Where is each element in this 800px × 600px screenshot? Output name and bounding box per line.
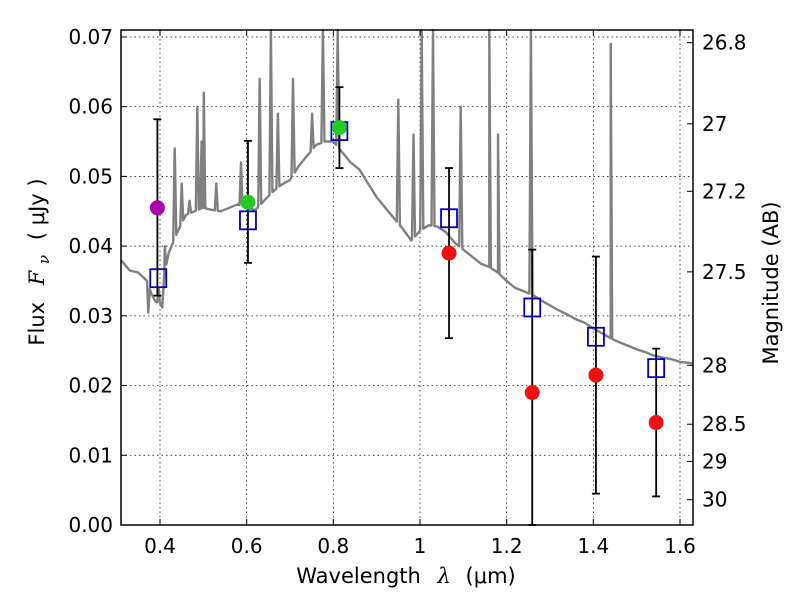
x-axis-title-symbol: λ: [437, 564, 451, 588]
y-axis-title-unit: ( μJy ): [25, 178, 49, 240]
y-tick-label: 0.06: [68, 95, 113, 119]
model-point: [647, 358, 666, 379]
model-point: [587, 326, 605, 347]
model-point: [239, 210, 257, 231]
y2-tick-labels: 26.8 27 27.2 27.5 28 28.5 29 30: [702, 31, 747, 512]
observed-photometry: [149, 120, 664, 431]
y-tick-label: 0.03: [68, 304, 113, 328]
y2-tick-label: 26.8: [702, 31, 747, 55]
x-tick-label: 0.4: [144, 534, 176, 558]
y2-axis-title: Magnitude (AB): [759, 201, 783, 364]
x-tick-label: 1.2: [491, 534, 523, 558]
data-point: [648, 415, 664, 431]
x-axis-title-text: Wavelength: [296, 564, 421, 588]
y2-tick-label: 28.5: [702, 412, 747, 436]
y-tick-label: 0.07: [68, 25, 113, 49]
y2-tick-label: 27: [702, 112, 727, 136]
x-axis-title-unit: (μm): [466, 564, 516, 588]
y2-tick-label: 28: [702, 353, 727, 377]
data-point: [149, 200, 165, 216]
y-axis-title: Flux F ν ( μJy ): [25, 178, 54, 345]
x-axis-title: Wavelength λ (μm): [296, 564, 515, 588]
y-axis-title-text: Flux: [25, 302, 49, 346]
data-point: [240, 194, 256, 210]
data-point: [524, 385, 540, 401]
template-spectrum: [120, 28, 694, 365]
x-tick-label: 1.6: [664, 534, 696, 558]
x-tick-labels: 0.4 0.6 0.8 1 1.2 1.4 1.6: [144, 534, 696, 558]
model-point: [149, 268, 168, 289]
y-tick-label: 0.04: [68, 234, 113, 258]
y2-tick-label: 27.2: [702, 179, 747, 203]
y2-tick-label: 29: [702, 449, 727, 473]
y2-tick-label: 30: [702, 488, 727, 512]
y-axis-title-symbol: F: [25, 269, 49, 286]
y-tick-label: 0.00: [68, 513, 113, 537]
y-tick-label: 0.05: [68, 164, 113, 188]
data-point: [331, 120, 347, 136]
spectrum-line: [120, 28, 694, 365]
data-point: [588, 367, 604, 383]
model-point: [523, 297, 542, 318]
x-tick-label: 0.8: [317, 534, 349, 558]
plot-frame: [120, 29, 694, 526]
model-photometry: [149, 121, 666, 379]
x-tick-label: 1: [414, 534, 427, 558]
y-tick-label: 0.02: [68, 374, 113, 398]
y-axis-title-subscript: ν: [35, 255, 53, 264]
data-point: [441, 245, 457, 261]
axis-ticks: [121, 30, 693, 526]
y2-tick-label: 27.5: [702, 260, 747, 284]
y-tick-labels: 0.00 0.01 0.02 0.03 0.04 0.05 0.06 0.07: [68, 25, 113, 537]
model-point: [440, 208, 458, 229]
x-tick-label: 0.6: [231, 534, 263, 558]
x-tick-label: 1.4: [577, 534, 609, 558]
y-tick-label: 0.01: [68, 443, 113, 467]
